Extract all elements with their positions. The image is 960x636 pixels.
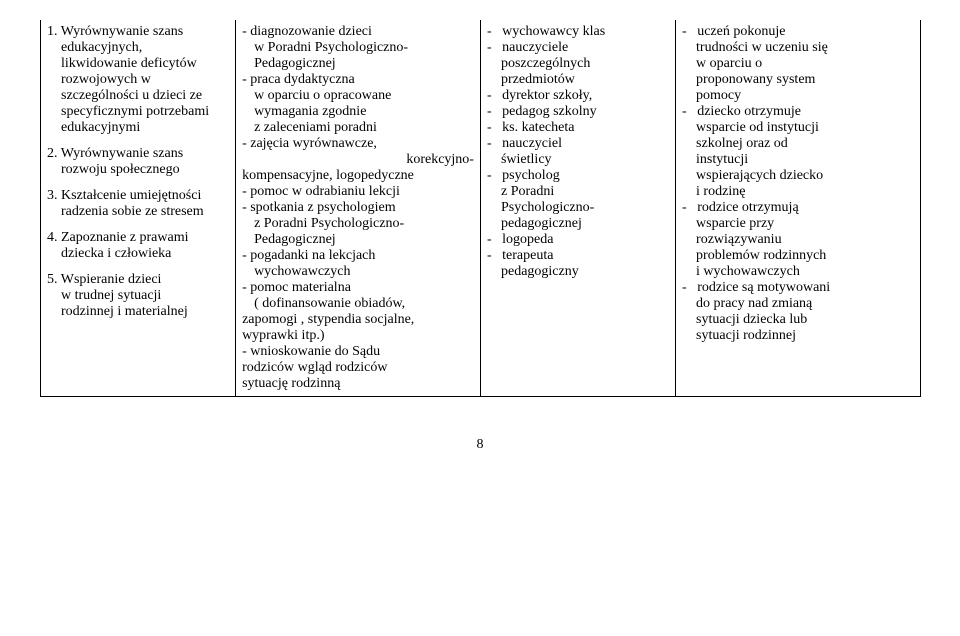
c3-line: - logopeda xyxy=(487,232,669,248)
c2-line: Pedagogicznej xyxy=(242,232,474,248)
c4-line: w oparciu o xyxy=(682,56,914,72)
item-number: 4. xyxy=(47,230,61,245)
c4-line: - uczeń pokonuje xyxy=(682,24,914,40)
item-number: 2. xyxy=(47,146,61,161)
cell-col4: - uczeń pokonuje trudności w uczeniu się… xyxy=(676,20,921,397)
c4-line: trudności w uczeniu się xyxy=(682,40,914,56)
cell-col2: - diagnozowanie dzieci w Poradni Psychol… xyxy=(236,20,481,397)
c2-line: sytuację rodzinną xyxy=(242,376,474,392)
cell-col3: - wychowawcy klas- nauczyciele poszczegó… xyxy=(480,20,675,397)
c4-line: wsparcie od instytucji xyxy=(682,120,914,136)
c4-line: i wychowawczych xyxy=(682,264,914,280)
numbered-item: 1. Wyrównywanie szansedukacyjnych,likwid… xyxy=(47,24,229,136)
c2-line: - wnioskowanie do Sądu xyxy=(242,344,474,360)
c3-line: przedmiotów xyxy=(487,72,669,88)
item-text-cont: edukacyjnych, xyxy=(47,40,229,56)
c4-line: sytuacji rodzinnej xyxy=(682,328,914,344)
item-text-cont: specyficznymi potrzebami xyxy=(47,104,229,120)
c3-line: - ks. katecheta xyxy=(487,120,669,136)
item-text: Zapoznanie z prawami xyxy=(61,230,189,245)
c4-line: proponowany system xyxy=(682,72,914,88)
c4-line: i rodzinę xyxy=(682,184,914,200)
c2-line: z zaleceniami poradni xyxy=(242,120,474,136)
c2-line: - pomoc materialna xyxy=(242,280,474,296)
c3-line: z Poradni xyxy=(487,184,669,200)
c4-line: - rodzice są motywowani xyxy=(682,280,914,296)
item-text-cont: edukacyjnymi xyxy=(47,120,229,136)
c2-line: Pedagogicznej xyxy=(242,56,474,72)
c2-line: - diagnozowanie dzieci xyxy=(242,24,474,40)
numbered-item: 5. Wspieranie dzieciw trudnej sytuacjiro… xyxy=(47,272,229,320)
item-text-cont: szczególności u dzieci ze xyxy=(47,88,229,104)
c2-line: - praca dydaktyczna xyxy=(242,72,474,88)
c2-line: wymagania zgodnie xyxy=(242,104,474,120)
c3-line: - nauczyciele xyxy=(487,40,669,56)
c4-line: rozwiązywaniu xyxy=(682,232,914,248)
c4-line: pomocy xyxy=(682,88,914,104)
c3-line: - psycholog xyxy=(487,168,669,184)
item-text: Wyrównywanie szans xyxy=(61,146,183,161)
c2-line: zapomogi , stypendia socjalne, xyxy=(242,312,474,328)
item-text: Kształcenie umiejętności xyxy=(61,188,201,203)
c2-line: - spotkania z psychologiem xyxy=(242,200,474,216)
c4-line: szkolnej oraz od xyxy=(682,136,914,152)
c2-line: wyprawki itp.) xyxy=(242,328,474,344)
c4-line: - dziecko otrzymuje xyxy=(682,104,914,120)
item-text: Wyrównywanie szans xyxy=(61,24,183,39)
c3-line: poszczególnych xyxy=(487,56,669,72)
c3-line: - nauczyciel xyxy=(487,136,669,152)
c3-line: - pedagog szkolny xyxy=(487,104,669,120)
c2-line: - pogadanki na lekcjach xyxy=(242,248,474,264)
c2-line: rodziców wgląd rodziców xyxy=(242,360,474,376)
c2-line: korekcyjno- xyxy=(242,152,474,168)
c4-line: do pracy nad zmianą xyxy=(682,296,914,312)
cell-col1: 1. Wyrównywanie szansedukacyjnych,likwid… xyxy=(41,20,236,397)
c2-line: - zajęcia wyrównawcze, xyxy=(242,136,474,152)
c4-line: wsparcie przy xyxy=(682,216,914,232)
table-row: 1. Wyrównywanie szansedukacyjnych,likwid… xyxy=(41,20,921,397)
c4-line: - rodzice otrzymują xyxy=(682,200,914,216)
item-text-cont: w trudnej sytuacji xyxy=(47,288,229,304)
item-text-cont: dziecka i człowieka xyxy=(47,246,229,262)
item-number: 3. xyxy=(47,188,61,203)
numbered-item: 4. Zapoznanie z prawamidziecka i człowie… xyxy=(47,230,229,262)
c4-line: sytuacji dziecka lub xyxy=(682,312,914,328)
c2-line: kompensacyjne, logopedyczne xyxy=(242,168,474,184)
item-text-cont: rozwojowych w xyxy=(47,72,229,88)
page-number: 8 xyxy=(40,437,920,453)
c3-line: Psychologiczno- xyxy=(487,200,669,216)
item-text-cont: rozwoju społecznego xyxy=(47,162,229,178)
c2-line: z Poradni Psychologiczno- xyxy=(242,216,474,232)
c2-line: w Poradni Psychologiczno- xyxy=(242,40,474,56)
item-number: 5. xyxy=(47,272,61,287)
c2-line: ( dofinansowanie obiadów, xyxy=(242,296,474,312)
item-text-cont: rodzinnej i materialnej xyxy=(47,304,229,320)
c3-line: pedagogicznej xyxy=(487,216,669,232)
c3-line: - terapeuta xyxy=(487,248,669,264)
c3-line: pedagogiczny xyxy=(487,264,669,280)
item-text-cont: radzenia sobie ze stresem xyxy=(47,204,229,220)
c3-line: - wychowawcy klas xyxy=(487,24,669,40)
c2-line: w oparciu o opracowane xyxy=(242,88,474,104)
c3-line: - dyrektor szkoły, xyxy=(487,88,669,104)
numbered-item: 2. Wyrównywanie szansrozwoju społecznego xyxy=(47,146,229,178)
c2-line: wychowawczych xyxy=(242,264,474,280)
c4-line: wspierających dziecko xyxy=(682,168,914,184)
c2-line: - pomoc w odrabianiu lekcji xyxy=(242,184,474,200)
numbered-item: 3. Kształcenie umiejętnościradzenia sobi… xyxy=(47,188,229,220)
item-text-cont: likwidowanie deficytów xyxy=(47,56,229,72)
content-table: 1. Wyrównywanie szansedukacyjnych,likwid… xyxy=(40,20,921,397)
item-number: 1. xyxy=(47,24,61,39)
item-text: Wspieranie dzieci xyxy=(61,272,162,287)
c3-line: świetlicy xyxy=(487,152,669,168)
c4-line: instytucji xyxy=(682,152,914,168)
c4-line: problemów rodzinnych xyxy=(682,248,914,264)
